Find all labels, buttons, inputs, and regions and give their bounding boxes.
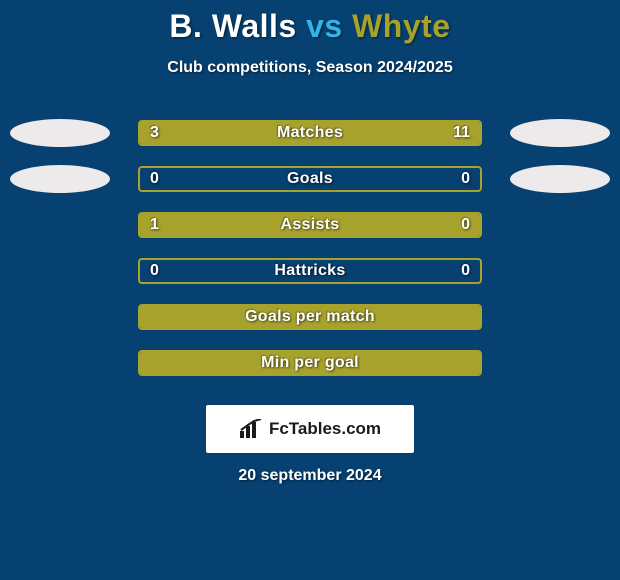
vs-separator: vs [306, 8, 343, 44]
stat-bar: 00Hattricks [138, 258, 482, 284]
source-badge[interactable]: FcTables.com [206, 405, 414, 453]
stat-row: 10Assists [0, 207, 620, 253]
stat-label: Hattricks [140, 260, 480, 282]
player1-name: B. Walls [169, 8, 296, 44]
team-logo-left [10, 119, 110, 147]
stat-bar: 00Goals [138, 166, 482, 192]
stat-row: 311Matches [0, 115, 620, 161]
stat-row: Goals per match [0, 299, 620, 345]
stat-bar: Min per goal [138, 350, 482, 376]
stats-chart: 311Matches 00Goals 10Assists 00Hattricks Goa… [0, 115, 620, 391]
subtitle: Club competitions, Season 2024/2025 [0, 59, 620, 77]
team-logo-left [10, 165, 110, 193]
player2-name: Whyte [352, 8, 451, 44]
stat-row: Min per goal [0, 345, 620, 391]
bars-icon [239, 419, 263, 439]
stat-bar: Goals per match [138, 304, 482, 330]
source-text: FcTables.com [269, 419, 381, 439]
footer-date: 20 september 2024 [0, 467, 620, 485]
stat-label: Matches [140, 122, 480, 144]
stat-row: 00Hattricks [0, 253, 620, 299]
comparison-title: B. Walls vs Whyte [0, 0, 620, 45]
team-logo-right [510, 165, 610, 193]
stat-label: Goals [140, 168, 480, 190]
stat-row: 00Goals [0, 161, 620, 207]
stat-bar: 10Assists [138, 212, 482, 238]
stat-label: Goals per match [140, 306, 480, 328]
stat-label: Min per goal [140, 352, 480, 374]
stat-label: Assists [140, 214, 480, 236]
team-logo-right [510, 119, 610, 147]
stat-bar: 311Matches [138, 120, 482, 146]
